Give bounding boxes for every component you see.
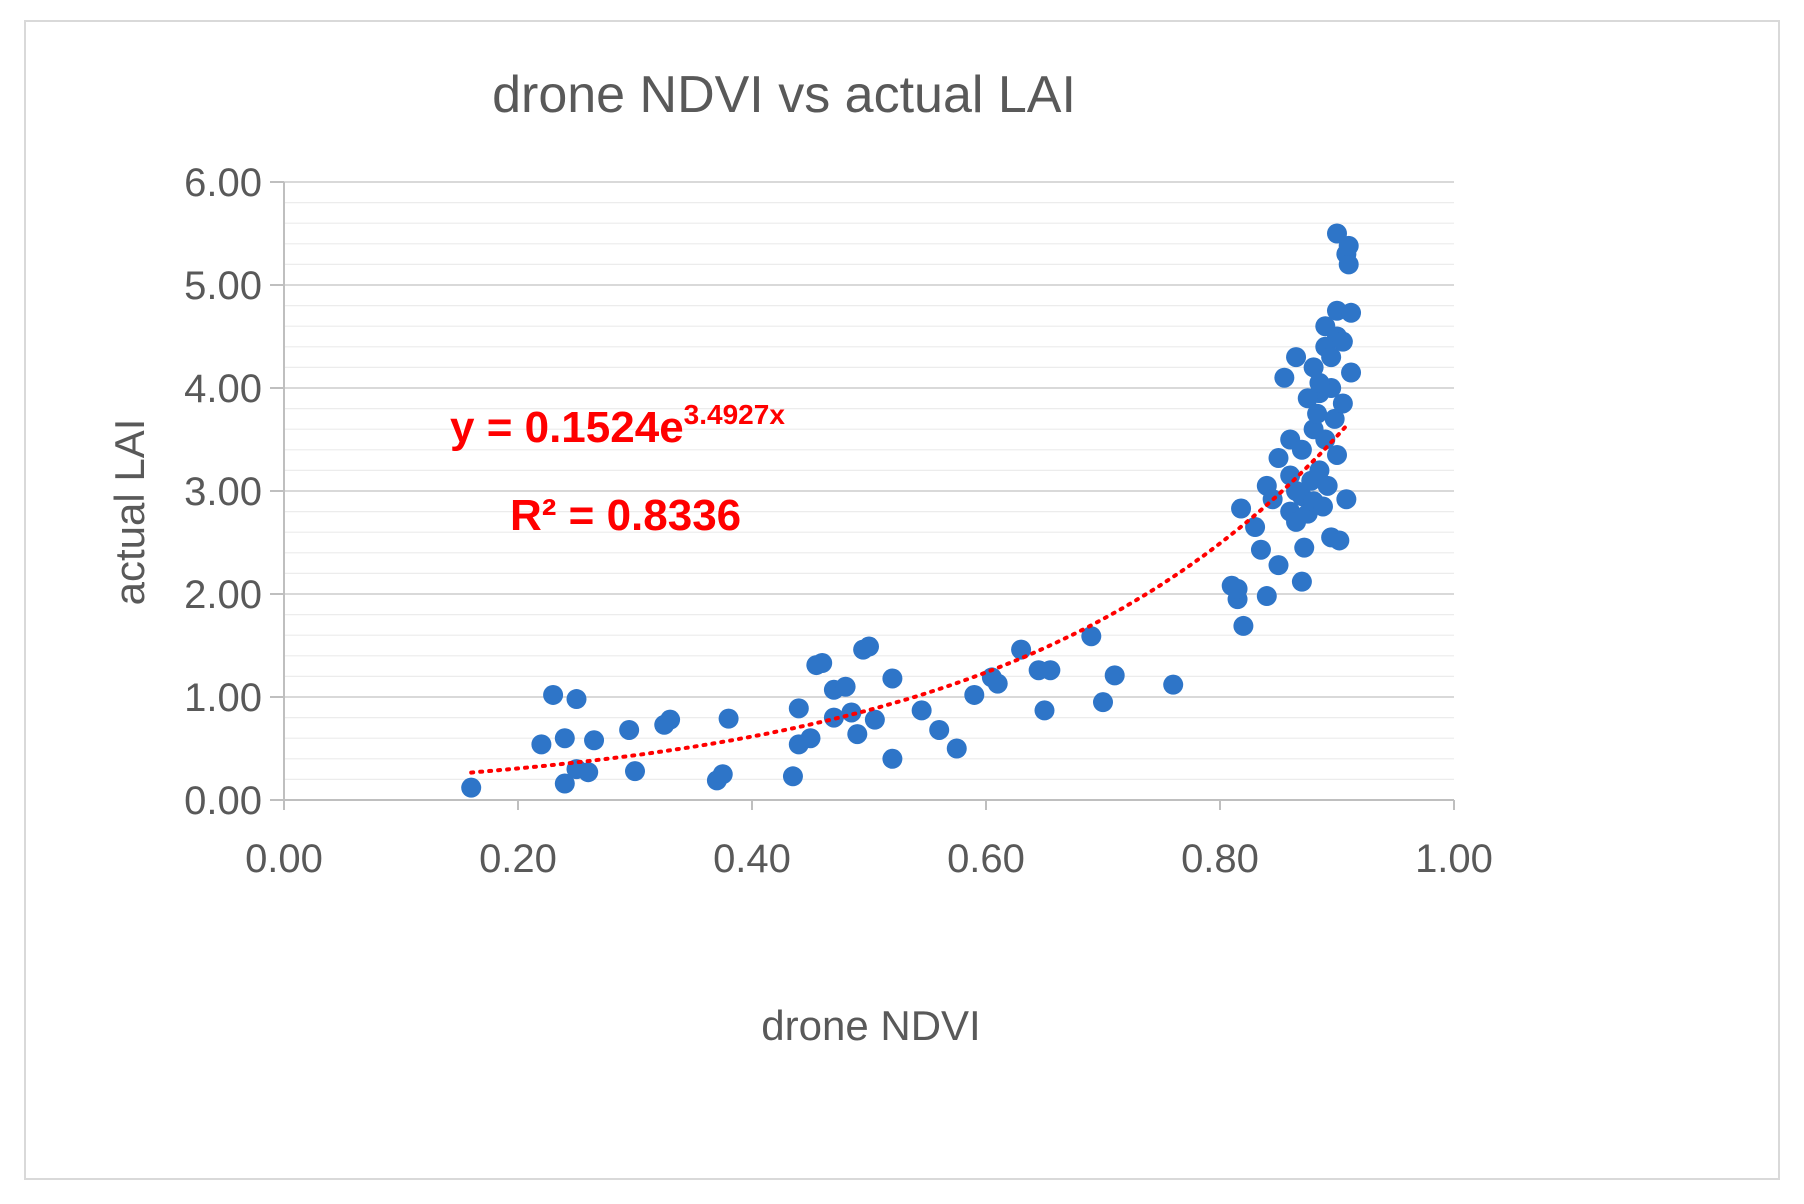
- equation-exponent: 3.4927x: [684, 399, 786, 430]
- data-point: [1338, 254, 1359, 275]
- data-point: [619, 719, 640, 740]
- x-tick-label: 0.00: [245, 837, 323, 881]
- data-point: [1336, 489, 1357, 510]
- data-point: [1309, 372, 1330, 393]
- trendline: [469, 421, 1351, 775]
- x-tick-label: 0.40: [713, 837, 791, 881]
- x-tick-label: 0.80: [1181, 837, 1259, 881]
- x-tick-label: 0.20: [479, 837, 557, 881]
- data-point: [946, 738, 967, 759]
- data-point: [1256, 586, 1277, 607]
- data-point: [1312, 496, 1333, 517]
- data-point: [782, 766, 803, 787]
- data-point: [835, 676, 856, 697]
- x-axis-ticks: 0.00 0.20 0.40 0.60 0.80 1.00: [245, 800, 1493, 881]
- data-point: [566, 689, 587, 710]
- x-axis-title: drone NDVI: [761, 1002, 980, 1049]
- data-point: [1286, 511, 1307, 532]
- data-point: [1338, 235, 1359, 256]
- chart-frame: drone NDVI vs actual LAI 0.00 0.20 0.40 0.6…: [24, 20, 1780, 1180]
- data-point: [1327, 444, 1347, 465]
- y-axis-ticks: 0.00 1.00 2.00 3.00 4.00 5.00 6.00: [184, 161, 284, 823]
- data-points: [461, 223, 1362, 798]
- data-point: [987, 673, 1008, 694]
- data-point: [1093, 692, 1113, 713]
- data-point: [578, 762, 599, 783]
- data-point: [847, 724, 868, 745]
- data-point: [1231, 498, 1252, 519]
- data-point: [929, 719, 950, 740]
- y-tick-label: 5.00: [184, 264, 262, 308]
- data-point: [859, 636, 879, 657]
- data-point: [1040, 660, 1061, 681]
- data-point: [1268, 448, 1289, 469]
- data-point: [1307, 403, 1328, 424]
- data-point: [1291, 439, 1312, 460]
- data-point: [911, 700, 932, 721]
- data-point: [1294, 537, 1315, 558]
- trendline-equation: y = 0.1524e3.4927x: [450, 399, 785, 452]
- x-tick-label: 1.00: [1415, 837, 1493, 881]
- x-tick-label: 0.60: [947, 837, 1025, 881]
- y-tick-label: 6.00: [184, 161, 262, 205]
- y-tick-label: 0.00: [184, 779, 262, 823]
- data-point: [625, 761, 645, 782]
- data-point: [1250, 539, 1271, 560]
- data-point: [841, 702, 862, 723]
- data-point: [1315, 429, 1336, 450]
- data-point: [554, 728, 575, 749]
- data-point: [543, 684, 564, 705]
- data-point: [461, 777, 482, 798]
- data-point: [1309, 460, 1330, 481]
- y-axis-title: actual LAI: [106, 419, 153, 606]
- data-point: [882, 748, 903, 769]
- data-point: [1245, 517, 1266, 538]
- data-point: [1303, 357, 1324, 378]
- y-tick-label: 1.00: [184, 676, 262, 720]
- data-point: [1011, 639, 1032, 660]
- data-point: [812, 653, 833, 674]
- data-point: [800, 728, 821, 749]
- data-point: [1286, 347, 1307, 368]
- data-point: [531, 734, 552, 755]
- data-point: [1268, 555, 1289, 576]
- data-point: [1163, 674, 1184, 695]
- data-point: [1233, 615, 1254, 636]
- chart-title: drone NDVI vs actual LAI: [492, 66, 1076, 124]
- data-point: [718, 708, 739, 729]
- data-point: [788, 698, 809, 719]
- data-point: [1317, 475, 1338, 496]
- data-point: [1034, 700, 1055, 721]
- data-point: [1324, 408, 1345, 429]
- r-squared-label: R² = 0.8336: [510, 491, 741, 540]
- data-point: [882, 668, 903, 689]
- data-point: [1104, 665, 1125, 686]
- data-point: [823, 707, 844, 728]
- data-point: [1291, 571, 1312, 592]
- data-point: [1341, 302, 1362, 323]
- data-point: [1227, 578, 1248, 599]
- data-point: [1081, 626, 1102, 647]
- y-tick-label: 4.00: [184, 367, 262, 411]
- data-point: [584, 730, 605, 751]
- data-point: [712, 764, 733, 785]
- data-point: [1274, 367, 1295, 388]
- data-point: [554, 773, 575, 794]
- data-point: [1332, 393, 1353, 414]
- y-tick-label: 3.00: [184, 470, 262, 514]
- data-point: [1341, 362, 1362, 383]
- data-point: [1280, 465, 1301, 486]
- data-point: [1297, 388, 1318, 409]
- data-point: [1329, 530, 1350, 551]
- chart-canvas: drone NDVI vs actual LAI 0.00 0.20 0.40 0.6…: [106, 66, 1493, 1049]
- y-tick-label: 2.00: [184, 573, 262, 617]
- data-point: [964, 684, 985, 705]
- data-point: [864, 709, 885, 730]
- equation-prefix: y = 0.1524e: [450, 403, 684, 452]
- data-point: [1321, 347, 1342, 368]
- data-point: [660, 709, 681, 730]
- data-point: [1332, 331, 1353, 352]
